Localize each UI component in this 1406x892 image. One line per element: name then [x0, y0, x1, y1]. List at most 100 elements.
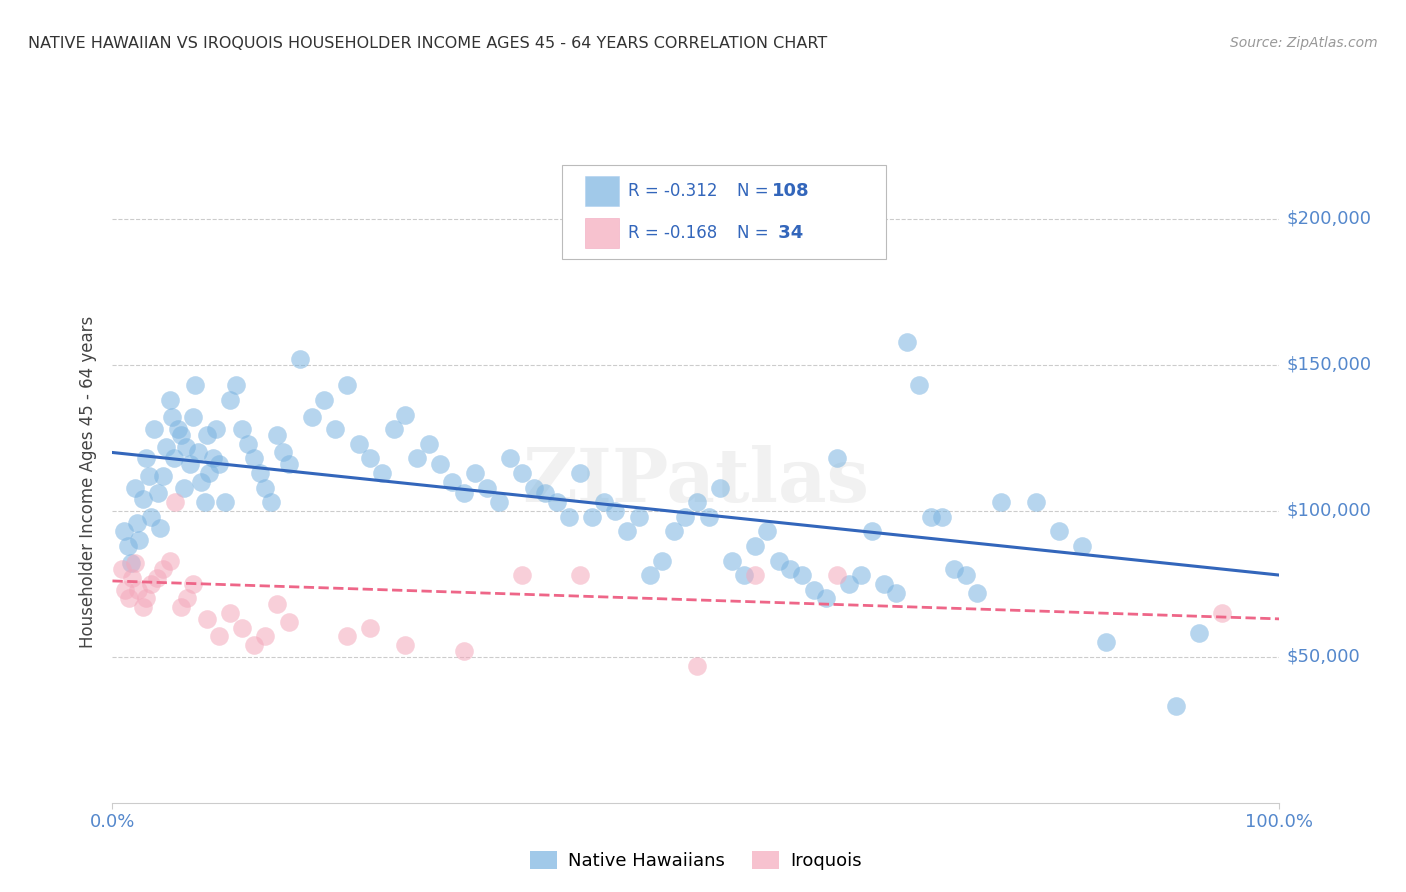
Native Hawaiians — [301, 410, 323, 425]
Native Hawaiians — [214, 495, 236, 509]
Native Hawaiians — [546, 495, 568, 509]
Native Hawaiians — [955, 568, 977, 582]
Native Hawaiians — [942, 562, 965, 576]
Native Hawaiians — [792, 568, 814, 582]
Native Hawaiians — [686, 495, 709, 509]
Native Hawaiians — [195, 428, 218, 442]
Native Hawaiians — [581, 509, 603, 524]
Iroquois — [135, 591, 157, 606]
Native Hawaiians — [271, 445, 294, 459]
Native Hawaiians — [382, 422, 405, 436]
Native Hawaiians — [849, 568, 872, 582]
Native Hawaiians — [173, 481, 195, 495]
Iroquois — [686, 658, 709, 673]
Text: $200,000: $200,000 — [1286, 210, 1371, 228]
Text: $150,000: $150,000 — [1286, 356, 1372, 374]
Native Hawaiians — [558, 509, 581, 524]
Iroquois — [336, 629, 359, 643]
Native Hawaiians — [1071, 539, 1094, 553]
Iroquois — [127, 582, 149, 597]
Text: R = -0.312: R = -0.312 — [628, 182, 718, 200]
Native Hawaiians — [260, 495, 283, 509]
Native Hawaiians — [441, 475, 464, 489]
Native Hawaiians — [312, 392, 335, 407]
Native Hawaiians — [523, 481, 546, 495]
Native Hawaiians — [155, 440, 177, 454]
Y-axis label: Householder Income Ages 45 - 64 years: Householder Income Ages 45 - 64 years — [79, 316, 97, 648]
Native Hawaiians — [721, 553, 744, 567]
Native Hawaiians — [112, 524, 135, 539]
Iroquois — [277, 615, 299, 629]
Iroquois — [266, 597, 288, 611]
Native Hawaiians — [803, 582, 825, 597]
Native Hawaiians — [499, 451, 522, 466]
Native Hawaiians — [174, 440, 197, 454]
Native Hawaiians — [814, 591, 837, 606]
Native Hawaiians — [132, 492, 155, 507]
Native Hawaiians — [768, 553, 790, 567]
Native Hawaiians — [920, 509, 942, 524]
Text: 108: 108 — [772, 182, 810, 200]
Native Hawaiians — [201, 451, 224, 466]
Native Hawaiians — [838, 577, 860, 591]
Iroquois — [569, 568, 592, 582]
Iroquois — [181, 577, 204, 591]
Native Hawaiians — [347, 436, 370, 450]
Native Hawaiians — [418, 436, 440, 450]
Native Hawaiians — [266, 428, 288, 442]
Native Hawaiians — [125, 516, 148, 530]
Native Hawaiians — [181, 410, 204, 425]
Native Hawaiians — [1188, 626, 1211, 640]
Text: Source: ZipAtlas.com: Source: ZipAtlas.com — [1230, 36, 1378, 50]
Legend: Native Hawaiians, Iroquois: Native Hawaiians, Iroquois — [523, 844, 869, 877]
Text: R = -0.168: R = -0.168 — [628, 224, 717, 242]
Native Hawaiians — [592, 495, 614, 509]
Native Hawaiians — [733, 568, 755, 582]
Native Hawaiians — [359, 451, 381, 466]
Native Hawaiians — [231, 422, 253, 436]
Native Hawaiians — [208, 457, 231, 471]
Native Hawaiians — [1047, 524, 1070, 539]
Native Hawaiians — [569, 466, 592, 480]
Native Hawaiians — [336, 378, 359, 392]
Native Hawaiians — [149, 521, 172, 535]
Native Hawaiians — [143, 422, 166, 436]
Native Hawaiians — [236, 436, 259, 450]
Native Hawaiians — [860, 524, 883, 539]
Native Hawaiians — [198, 466, 221, 480]
Iroquois — [111, 562, 134, 576]
Native Hawaiians — [896, 334, 918, 349]
Iroquois — [159, 553, 181, 567]
Native Hawaiians — [160, 410, 183, 425]
Native Hawaiians — [1094, 635, 1116, 649]
Native Hawaiians — [120, 557, 142, 571]
Iroquois — [152, 562, 174, 576]
Native Hawaiians — [931, 509, 953, 524]
Native Hawaiians — [908, 378, 931, 392]
Native Hawaiians — [166, 422, 188, 436]
Iroquois — [825, 568, 848, 582]
Native Hawaiians — [163, 451, 186, 466]
Native Hawaiians — [990, 495, 1012, 509]
Native Hawaiians — [219, 392, 242, 407]
Native Hawaiians — [475, 481, 498, 495]
Native Hawaiians — [139, 509, 162, 524]
Native Hawaiians — [510, 466, 533, 480]
Native Hawaiians — [124, 481, 146, 495]
Iroquois — [121, 571, 143, 585]
Iroquois — [114, 582, 136, 597]
Text: NATIVE HAWAIIAN VS IROQUOIS HOUSEHOLDER INCOME AGES 45 - 64 YEARS CORRELATION CH: NATIVE HAWAIIAN VS IROQUOIS HOUSEHOLDER … — [28, 36, 827, 51]
Iroquois — [453, 644, 475, 658]
Text: $100,000: $100,000 — [1286, 502, 1371, 520]
Native Hawaiians — [249, 466, 271, 480]
Native Hawaiians — [138, 468, 160, 483]
Native Hawaiians — [205, 422, 228, 436]
Text: ZIPatlas: ZIPatlas — [523, 445, 869, 518]
Native Hawaiians — [254, 481, 277, 495]
Native Hawaiians — [135, 451, 157, 466]
Iroquois — [219, 606, 242, 620]
Native Hawaiians — [159, 392, 181, 407]
Native Hawaiians — [194, 495, 217, 509]
Iroquois — [359, 621, 381, 635]
Iroquois — [146, 571, 169, 585]
